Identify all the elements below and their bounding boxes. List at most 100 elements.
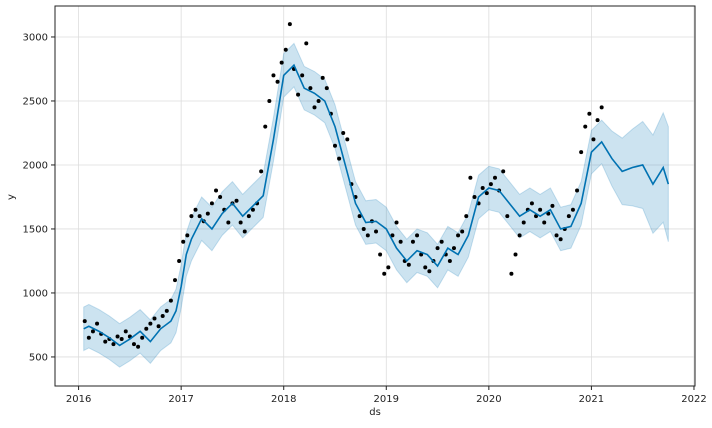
observed-point xyxy=(168,298,173,303)
observed-point xyxy=(386,265,391,270)
observed-point xyxy=(456,233,461,238)
observed-point xyxy=(435,246,440,251)
observed-point xyxy=(177,258,182,263)
observed-point xyxy=(447,258,452,263)
observed-point xyxy=(583,124,588,129)
observed-point xyxy=(394,220,399,225)
observed-point xyxy=(337,156,342,161)
observed-point xyxy=(345,137,350,142)
observed-point xyxy=(119,337,124,342)
observed-point xyxy=(304,41,309,46)
observed-point xyxy=(218,194,223,199)
observed-point xyxy=(111,342,116,347)
observed-point xyxy=(566,214,571,219)
x-axis: 2016 2017 2018 2019 2020 2021 2022 xyxy=(66,386,707,405)
observed-point xyxy=(451,246,456,251)
observed-point xyxy=(238,220,243,225)
observed-point xyxy=(427,269,432,274)
observed-point xyxy=(115,334,120,339)
observed-point xyxy=(193,207,198,212)
observed-point xyxy=(570,207,575,212)
observed-point xyxy=(575,188,580,193)
observed-point xyxy=(250,207,255,212)
observed-point xyxy=(320,75,325,80)
observed-point xyxy=(484,191,489,196)
observed-point xyxy=(271,73,276,78)
observed-point xyxy=(382,271,387,276)
observed-point xyxy=(226,220,231,225)
y-tick-label: 500 xyxy=(29,352,48,363)
observed-point xyxy=(156,324,161,329)
observed-point xyxy=(173,278,177,283)
observed-point xyxy=(472,194,477,199)
observed-point xyxy=(189,214,194,219)
observed-point xyxy=(542,220,547,225)
observed-point xyxy=(591,137,596,142)
observed-point xyxy=(464,214,469,219)
observed-point xyxy=(460,229,465,234)
observed-point xyxy=(505,214,510,219)
x-tick-label: 2021 xyxy=(579,394,604,405)
observed-point xyxy=(398,239,403,244)
y-tick-label: 1500 xyxy=(23,224,48,235)
observed-point xyxy=(579,150,584,155)
observed-point xyxy=(164,308,169,313)
observed-point xyxy=(279,60,284,65)
observed-point xyxy=(205,211,210,216)
observed-point xyxy=(140,335,145,340)
y-tick-label: 1000 xyxy=(23,288,48,299)
observed-point xyxy=(488,182,493,187)
observed-point xyxy=(529,201,534,206)
observed-point xyxy=(316,98,321,103)
observed-point xyxy=(152,316,157,321)
observed-point xyxy=(517,233,522,238)
observed-point xyxy=(390,233,395,238)
y-tick-label: 2000 xyxy=(23,160,48,171)
y-tick-label: 3000 xyxy=(23,32,48,43)
observed-point xyxy=(378,252,383,257)
observed-point xyxy=(267,98,272,103)
observed-point xyxy=(493,175,497,180)
observed-point xyxy=(296,92,301,97)
observed-point xyxy=(242,229,247,234)
observed-point xyxy=(287,22,292,27)
observed-point xyxy=(160,313,165,318)
observed-point xyxy=(374,229,379,234)
observed-point xyxy=(538,207,543,212)
observed-point xyxy=(509,271,514,276)
observed-point xyxy=(406,262,411,267)
observed-point xyxy=(82,319,87,324)
observed-point xyxy=(181,239,186,244)
observed-point xyxy=(123,329,128,334)
observed-point xyxy=(357,214,362,219)
observed-point xyxy=(144,326,149,331)
observed-point xyxy=(283,47,288,52)
y-axis-label: y xyxy=(6,194,17,200)
observed-point xyxy=(136,344,141,349)
observed-point xyxy=(468,175,473,180)
observed-point xyxy=(214,188,219,193)
y-tick-label: 2500 xyxy=(23,96,48,107)
x-tick-label: 2019 xyxy=(374,394,399,405)
observed-point xyxy=(341,130,346,135)
observed-point xyxy=(513,252,518,257)
observed-point xyxy=(246,214,251,219)
observed-point xyxy=(148,321,153,326)
x-tick-label: 2020 xyxy=(476,394,501,405)
observed-points xyxy=(82,22,604,349)
observed-point xyxy=(423,265,428,270)
observed-point xyxy=(595,118,600,123)
observed-point xyxy=(558,237,563,242)
forecast-line xyxy=(83,63,670,347)
observed-point xyxy=(197,214,202,219)
observed-point xyxy=(501,169,506,174)
observed-point xyxy=(324,86,329,91)
observed-point xyxy=(361,226,366,231)
observed-point xyxy=(259,169,264,174)
observed-point xyxy=(480,186,485,191)
grid xyxy=(55,6,695,386)
observed-point xyxy=(300,73,305,78)
observed-point xyxy=(365,233,370,238)
observed-point xyxy=(234,198,239,203)
observed-point xyxy=(308,86,313,91)
